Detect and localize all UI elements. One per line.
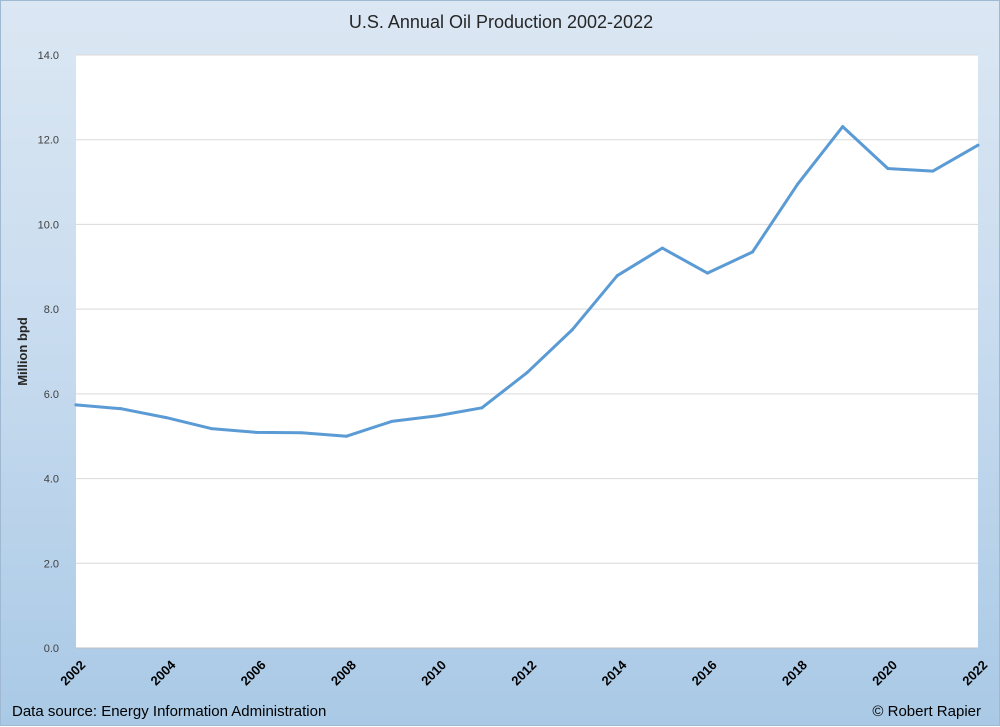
data-point — [74, 403, 78, 407]
data-point — [209, 427, 213, 431]
x-tick-label: 2022 — [959, 657, 990, 688]
data-point — [886, 167, 890, 171]
data-point — [300, 431, 303, 435]
data-point — [615, 274, 619, 278]
data-point — [525, 371, 529, 375]
copyright-note: © Robert Rapier — [872, 703, 981, 720]
data-point — [480, 406, 484, 410]
data-point — [931, 169, 935, 173]
chart-title: U.S. Annual Oil Production 2002-2022 — [348, 12, 654, 32]
x-tick-label: 2004 — [147, 657, 179, 689]
data-point — [796, 182, 800, 186]
y-tick-label: 2.0 — [44, 558, 59, 570]
x-tick-label: 2012 — [508, 657, 539, 688]
y-tick-label: 4.0 — [44, 474, 59, 486]
x-tick-label: 2008 — [328, 657, 359, 688]
x-tick-label: 2014 — [598, 657, 630, 689]
data-point — [705, 271, 709, 275]
data-point — [345, 434, 349, 438]
plot-area — [76, 55, 978, 648]
y-tick-label: 6.0 — [44, 389, 59, 401]
y-tick-label: 12.0 — [38, 135, 59, 147]
data-point — [751, 250, 754, 254]
y-axis-label: Million bpd — [15, 317, 30, 386]
y-tick-label: 14.0 — [38, 50, 59, 62]
data-point — [841, 125, 845, 129]
y-tick-label: 8.0 — [44, 304, 59, 316]
data-point — [164, 416, 168, 420]
x-tick-label: 2002 — [57, 657, 88, 688]
data-point — [390, 419, 394, 423]
y-tick-label: 10.0 — [38, 219, 59, 231]
data-point — [570, 328, 574, 332]
data-point — [976, 143, 980, 147]
data-point — [254, 430, 258, 434]
data-point — [119, 407, 123, 411]
x-tick-label: 2006 — [238, 657, 269, 688]
data-point — [435, 414, 439, 418]
x-tick-label: 2020 — [869, 657, 900, 688]
data-point — [660, 246, 664, 250]
data-source-note: Data source: Energy Information Administ… — [12, 703, 327, 720]
x-tick-label: 2016 — [689, 657, 720, 688]
x-tick-label: 2018 — [779, 657, 810, 688]
x-tick-label: 2010 — [418, 657, 449, 688]
y-tick-label: 0.0 — [44, 643, 59, 655]
